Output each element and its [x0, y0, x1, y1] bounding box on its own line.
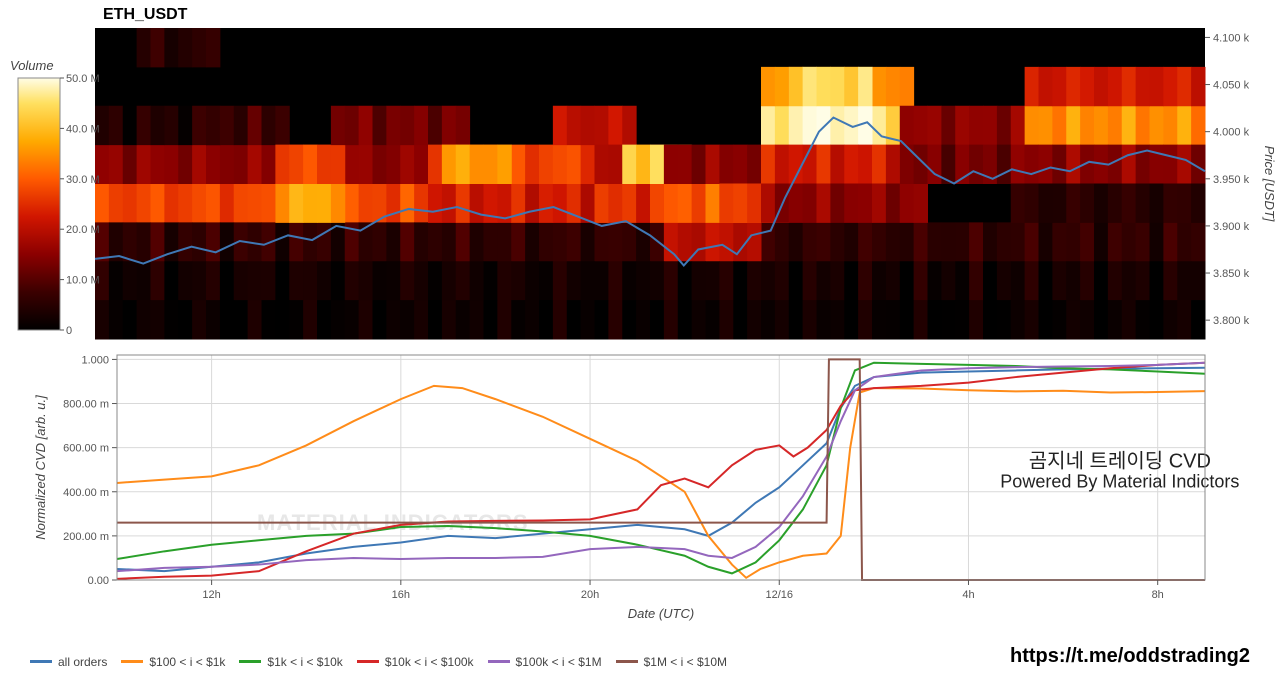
svg-text:3.800 k: 3.800 k — [1213, 315, 1250, 327]
svg-text:40.0 M: 40.0 M — [66, 123, 100, 135]
legend-swatch — [616, 660, 638, 663]
svg-text:Normalized CVD [arb. u.]: Normalized CVD [arb. u.] — [33, 395, 48, 540]
legend-label: $10k < i < $100k — [385, 655, 474, 669]
legend-swatch — [121, 660, 143, 663]
svg-text:50.0 M: 50.0 M — [66, 73, 100, 85]
svg-text:200.00 m: 200.00 m — [63, 531, 109, 543]
svg-text:20h: 20h — [581, 589, 599, 601]
svg-text:8h: 8h — [1152, 589, 1164, 601]
legend-label: $100k < i < $1M — [516, 655, 602, 669]
chart-canvas: 3.800 k 3.850 k 3.900 k 3.950 k 4.000 k 4.050… — [0, 0, 1280, 693]
legend-label: $1k < i < $10k — [267, 655, 342, 669]
legend-swatch — [357, 660, 379, 663]
svg-text:30.0 M: 30.0 M — [66, 174, 100, 186]
svg-text:4.100 k: 4.100 k — [1213, 32, 1250, 44]
svg-text:곰지네 트레이딩 CVD: 곰지네 트레이딩 CVD — [1029, 450, 1211, 473]
cvd-panel[interactable]: MATERIAL INDICATORS0.00200.00 m400.00 m6… — [33, 354, 1239, 587]
legend-label: $100 < i < $1k — [149, 655, 225, 669]
legend-strip: all orders $100 < i < $1k $1k < i < $10k $1… — [30, 650, 741, 669]
svg-text:Powered By Material Indictors: Powered By Material Indictors — [1000, 471, 1239, 491]
svg-text:20.0 M: 20.0 M — [66, 224, 100, 236]
svg-text:3.900 k: 3.900 k — [1213, 221, 1250, 233]
volume-colorbar: 0 10.0 M 20.0 M 30.0 M 40.0 M 50.0 M — [18, 73, 100, 337]
svg-text:3.950 k: 3.950 k — [1213, 174, 1250, 186]
svg-text:3.850 k: 3.850 k — [1213, 268, 1250, 280]
svg-text:12/16: 12/16 — [765, 589, 793, 601]
svg-text:Price [USDT]: Price [USDT] — [1262, 146, 1277, 222]
legend-item[interactable]: $1k < i < $10k — [239, 655, 342, 669]
legend-item[interactable]: $100k < i < $1M — [488, 655, 602, 669]
svg-text:4h: 4h — [962, 589, 974, 601]
svg-text:0.00: 0.00 — [88, 575, 109, 587]
legend-item[interactable]: all orders — [30, 655, 107, 669]
svg-text:12h: 12h — [202, 589, 220, 601]
svg-text:0: 0 — [66, 325, 72, 337]
footer-link[interactable]: https://t.me/oddstrading2 — [1010, 645, 1250, 668]
legend-swatch — [30, 660, 52, 663]
legend-label: $1M < i < $10M — [644, 655, 727, 669]
legend-swatch — [488, 660, 510, 663]
heatmap-panel[interactable]: 3.800 k 3.850 k 3.900 k 3.950 k 4.000 k 4.050… — [95, 28, 1277, 340]
legend-swatch — [239, 660, 261, 663]
legend-item[interactable]: $1M < i < $10M — [616, 655, 727, 669]
svg-text:800.00 m: 800.00 m — [63, 399, 109, 411]
legend-item[interactable]: $100 < i < $1k — [121, 655, 225, 669]
svg-text:4.050 k: 4.050 k — [1213, 80, 1250, 92]
svg-text:400.00 m: 400.00 m — [63, 487, 109, 499]
svg-text:16h: 16h — [392, 589, 410, 601]
legend-label: all orders — [58, 655, 107, 669]
svg-text:10.0 M: 10.0 M — [66, 275, 100, 287]
svg-text:Date (UTC): Date (UTC) — [628, 606, 694, 621]
svg-text:4.000 k: 4.000 k — [1213, 127, 1250, 139]
legend-item[interactable]: $10k < i < $100k — [357, 655, 474, 669]
svg-text:600.00 m: 600.00 m — [63, 443, 109, 455]
x-axis: 12h 16h 20h 12/16 4h 8h Date (UTC) — [202, 580, 1163, 621]
svg-text:1.000: 1.000 — [81, 354, 109, 366]
